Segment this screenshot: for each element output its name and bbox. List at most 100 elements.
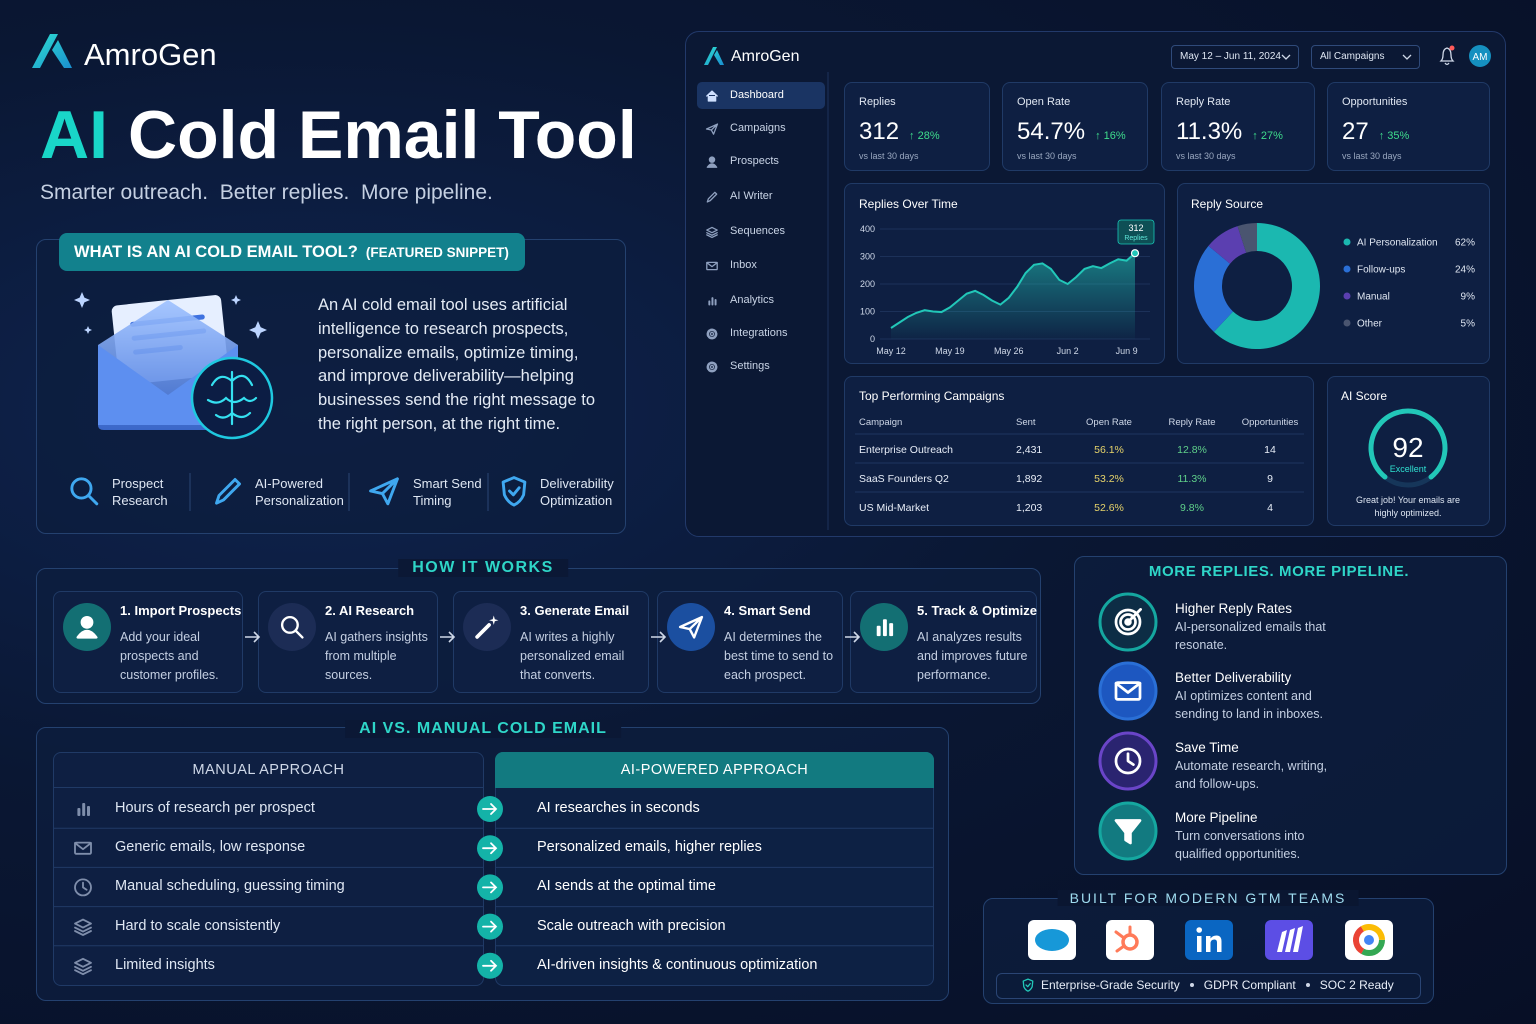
benefit-text: Turn conversations into qualified opport… <box>1175 829 1305 861</box>
badges-bar <box>996 973 1421 999</box>
badge-separator <box>1189 983 1194 987</box>
step-title: 1. Import Prospects <box>120 603 242 618</box>
campaigns-title: Top Performing Campaigns <box>859 389 1005 403</box>
nav-item: Analytics <box>730 294 775 306</box>
kpi-value: 27 <box>1342 118 1369 145</box>
campaign-filter: All Campaigns <box>1311 45 1420 69</box>
built-heading: BUILT FOR MODERN GTM TEAMS <box>1057 890 1359 906</box>
badge: SOC 2 Ready <box>1319 978 1394 992</box>
kpi-value: 11.3% <box>1176 118 1243 145</box>
kpi-note: vs last 30 days <box>1342 151 1402 161</box>
step-title: 5. Track & Optimize <box>917 603 1037 618</box>
kpi-row: 27 ↑ 35% <box>1342 118 1409 146</box>
kpi-label: Reply Rate <box>1176 96 1231 108</box>
benefits-heading: MORE REPLIES. MORE PIPELINE. <box>1148 563 1410 580</box>
kpi-card: Reply Rate 11.3% ↑ 27% vs last 30 days <box>1161 82 1315 171</box>
nav-item: Inbox <box>730 259 757 271</box>
snippet-body: An AI cold email tool uses artificial in… <box>318 296 595 433</box>
manual-text: Manual scheduling, guessing timing <box>115 878 345 895</box>
benefit-text: AI optimizes content and sending to land… <box>1175 689 1324 721</box>
step-text: AI analyzes results and improves future … <box>917 630 1028 682</box>
nav-item: Sequences <box>730 225 786 237</box>
comparison-heading: AI VS. MANUAL COLD EMAIL <box>345 720 621 738</box>
ai-score-title: AI Score <box>1341 389 1388 403</box>
badge: GDPR Compliant <box>1203 978 1296 992</box>
badges: Enterprise-Grade Security GDPR Compliant S… <box>1041 978 1394 992</box>
kpi-card: Opportunities 27 ↑ 35% vs last 30 days <box>1327 82 1490 171</box>
title-accent: AI <box>40 97 108 173</box>
nav-item: Prospects <box>730 155 779 167</box>
feature-label: Smart Send Timing <box>413 476 482 508</box>
snippet-tag: (FEATURED SNIPPET) <box>365 245 509 260</box>
benefit-text: Automate research, writing, and follow-u… <box>1175 759 1328 791</box>
step-text: Add your ideal prospects and customer pr… <box>120 630 219 682</box>
ai-table <box>495 752 934 986</box>
step-text: AI gathers insights from multiple source… <box>325 630 428 682</box>
kpi-change: ↑ 27% <box>1252 130 1283 142</box>
ai-text: AI-driven insights & continuous optimiza… <box>537 956 818 973</box>
kpi-label: Opportunities <box>1342 96 1408 108</box>
nav-item: Campaigns <box>730 122 786 134</box>
manual-header: MANUAL APPROACH <box>53 752 484 788</box>
nav-item: Settings <box>730 360 770 372</box>
nav-active <box>697 82 825 109</box>
badge-separator <box>1305 983 1310 987</box>
step-title: 4. Smart Send <box>724 603 811 618</box>
kpi-change: ↑ 28% <box>909 130 940 142</box>
ai-score-note: Great job! Your emails are highly optimi… <box>1355 495 1461 518</box>
reply-source-title: Reply Source <box>1191 197 1264 211</box>
ai-text: Scale outreach with precision <box>537 917 726 934</box>
kpi-note: vs last 30 days <box>1017 151 1077 161</box>
feature-label: Deliverability Optimization <box>540 476 614 508</box>
manual-table <box>53 752 484 986</box>
kpi-card: Open Rate 54.7% ↑ 16% vs last 30 days <box>1002 82 1148 171</box>
benefit-title: More Pipeline <box>1175 810 1258 825</box>
nav-item: Integrations <box>730 327 788 339</box>
benefit-text: AI-personalized emails that resonate. <box>1175 620 1326 652</box>
replies-title: Replies Over Time <box>859 197 958 211</box>
ai-text: Personalized emails, higher replies <box>537 839 762 856</box>
snippet-header: WHAT IS AN AI COLD EMAIL TOOL? (FEATURED … <box>59 233 525 271</box>
ai-text: AI researches in seconds <box>537 800 700 816</box>
kpi-label: Open Rate <box>1017 96 1071 108</box>
logo <box>32 34 72 68</box>
kpi-change: ↑ 35% <box>1378 130 1410 142</box>
campaigns-card <box>844 376 1314 526</box>
manual-text: Hours of research per prospect <box>115 800 315 816</box>
title-rest: Cold Email Tool <box>128 97 637 173</box>
benefit-title: Better Deliverability <box>1175 670 1292 685</box>
kpi-value: 312 <box>859 118 900 145</box>
step-text: AI writes a highly personalized email th… <box>520 630 625 682</box>
feature-label: AI-Powered Personalization <box>255 476 344 508</box>
manual-text: Generic emails, low response <box>115 839 306 856</box>
kpi-note: vs last 30 days <box>1176 151 1236 161</box>
step-text: AI determines the best time to send to e… <box>724 630 834 682</box>
date-filter: May 12 – Jun 11, 2024 <box>1171 45 1299 69</box>
benefit-title: Save Time <box>1175 740 1239 755</box>
badge: Enterprise-Grade Security <box>1041 978 1180 992</box>
kpi-card: Replies 312 ↑ 28% vs last 30 days <box>844 82 990 171</box>
nav-item: AI Writer <box>730 190 773 202</box>
ai-header: AI-POWERED APPROACH <box>495 752 934 788</box>
step-title: 3. Generate Email <box>520 603 630 618</box>
benefit-title: Higher Reply Rates <box>1175 601 1293 616</box>
how-heading: HOW IT WORKS <box>398 559 568 577</box>
manual-text: Hard to scale consistently <box>115 917 281 934</box>
nav-item: Dashboard <box>730 89 784 101</box>
snippet-heading: WHAT IS AN AI COLD EMAIL TOOL? <box>74 243 358 261</box>
kpi-row: 312 ↑ 28% <box>859 118 940 146</box>
title: AI Cold Email Tool <box>40 96 637 174</box>
kpi-label: Replies <box>859 96 896 108</box>
kpi-row: 54.7% ↑ 16% <box>1017 118 1126 146</box>
manual-text: Limited insights <box>115 956 215 973</box>
dashboard-brand: AmroGen <box>731 48 800 65</box>
kpi-change: ↑ 16% <box>1095 130 1126 142</box>
kpi-value: 54.7% <box>1017 118 1086 145</box>
tagline: Smarter outreach. Better replies. More p… <box>40 181 493 204</box>
kpi-row: 11.3% ↑ 27% <box>1176 118 1283 146</box>
brand-name: AmroGen <box>84 37 217 72</box>
kpi-note: vs last 30 days <box>859 151 919 161</box>
step-title: 2. AI Research <box>325 603 415 618</box>
ai-text: AI sends at the optimal time <box>537 878 716 895</box>
